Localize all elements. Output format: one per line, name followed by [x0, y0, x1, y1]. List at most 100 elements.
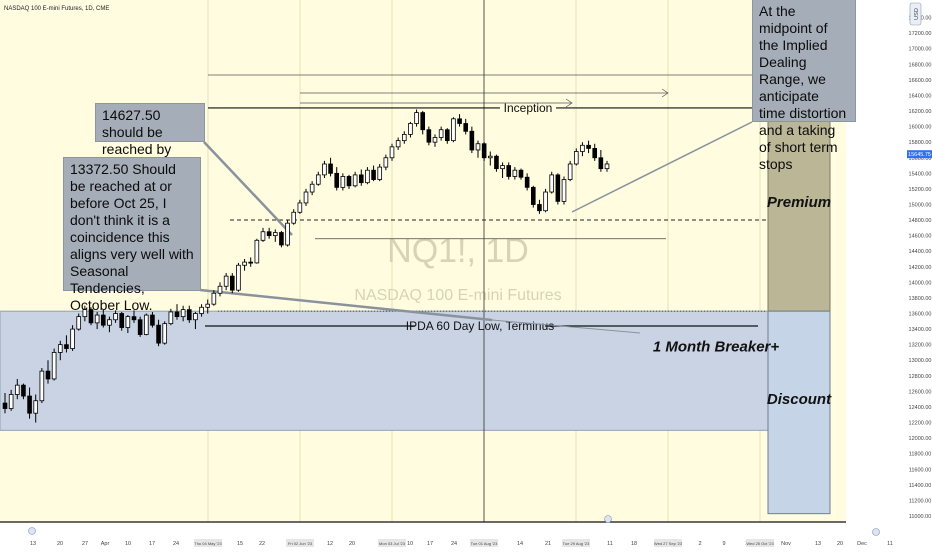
candle-body — [432, 137, 438, 143]
callout-midpoint-note: At the midpoint of the Implied Dealing R… — [752, 0, 856, 172]
candle-body — [76, 316, 82, 330]
price-axis-background — [846, 0, 932, 550]
candle-body — [315, 174, 321, 185]
watermark-symbol: NQ1!, 1D — [387, 232, 529, 270]
candle-body — [598, 157, 604, 170]
y-tick-label: 13400.00 — [909, 327, 932, 333]
candle-body — [94, 314, 100, 324]
y-tick-label: 17000.00 — [909, 47, 932, 53]
x-tick-label: 11 — [607, 541, 613, 547]
candle-body — [322, 163, 327, 176]
x-tick-highlight — [654, 539, 682, 547]
x-tick-label: 13 — [30, 541, 36, 547]
y-tick-label: 16000.00 — [909, 125, 932, 131]
y-tick-label: 12800.00 — [909, 374, 932, 380]
candle-body — [328, 163, 333, 174]
event-marker-icon — [604, 515, 612, 523]
x-tick-label: Fri 02 Jun '23 — [288, 541, 313, 546]
callout-sept27-target: 14627.50 should be reached by Sept 27 — [95, 103, 205, 174]
candle-body — [180, 309, 186, 318]
x-tick-label: Mon 03 Jul '23 — [379, 541, 406, 546]
y-tick-label: 16200.00 — [909, 109, 932, 115]
candle-body — [309, 183, 315, 193]
discount-zone — [767, 310, 831, 515]
candle-body — [186, 309, 192, 321]
y-tick-label: 12200.00 — [909, 421, 932, 427]
candle-body — [365, 169, 370, 184]
y-tick-label: 13000.00 — [909, 358, 932, 364]
candle-body — [88, 309, 94, 324]
x-tick-label: Thu 04 May '23 — [194, 541, 222, 546]
candle-body — [33, 400, 39, 414]
event-marker-icon — [28, 527, 36, 535]
watermark-name: NASDAQ 100 E-mini Futures — [354, 287, 561, 304]
candle-body — [426, 129, 432, 143]
breaker-zone — [0, 310, 769, 431]
candle-body — [291, 211, 297, 224]
candle-body — [592, 148, 598, 159]
candle-body — [469, 130, 475, 151]
candle-body — [586, 144, 591, 149]
candle-body — [383, 157, 389, 168]
candle-body — [27, 395, 32, 414]
candle-body — [555, 174, 561, 202]
candle-body — [285, 222, 290, 246]
x-tick-highlight — [470, 539, 498, 547]
x-tick-label: 20 — [349, 541, 355, 547]
y-tick-label: 14600.00 — [909, 234, 932, 240]
candle-body — [303, 191, 309, 204]
candle-body — [45, 370, 51, 380]
y-tick-label: 11800.00 — [909, 452, 932, 458]
x-tick-label: 2 — [698, 541, 701, 547]
y-tick-label: 13600.00 — [909, 312, 932, 318]
candle-body — [512, 169, 518, 177]
discount-label: Discount — [767, 391, 832, 408]
current-price-label: 15645.75 — [908, 152, 931, 158]
y-tick-label: 17200.00 — [909, 31, 932, 37]
candle-body — [39, 370, 45, 402]
x-tick-label: 13 — [815, 541, 821, 547]
x-tick-label: 12 — [327, 541, 333, 547]
x-tick-label: Nov — [781, 541, 791, 547]
candle-body — [389, 146, 395, 159]
x-tick-label: Tue 29 Aug '23 — [563, 541, 590, 546]
x-tick-label: Tue 01 Aug '23 — [471, 541, 498, 546]
callout-pointer-sept27 — [203, 141, 293, 236]
y-tick-label: 11000.00 — [909, 514, 932, 520]
premium-label: Premium — [767, 194, 831, 211]
y-tick-label: 16400.00 — [909, 93, 932, 99]
candle-body — [530, 186, 536, 205]
chart-title: NASDAQ 100 E-mini Futures, 1D, CME — [4, 6, 109, 12]
candle-body — [444, 129, 450, 142]
x-tick-label: 20 — [57, 541, 63, 547]
candle-body — [395, 140, 401, 148]
candle-body — [57, 344, 63, 353]
candle-body — [346, 176, 352, 187]
x-tick-label: 17 — [427, 541, 433, 547]
x-tick-label: 18 — [631, 541, 637, 547]
x-tick-highlight — [746, 539, 774, 547]
callout-oct25-target: 13372.50 Should be reached at or before … — [63, 157, 201, 313]
y-tick-label: 12000.00 — [909, 436, 932, 442]
y-tick-label: 11400.00 — [909, 483, 932, 489]
candle-body — [137, 319, 143, 335]
candle-body — [229, 275, 235, 291]
y-tick-label: 12600.00 — [909, 389, 932, 395]
x-tick-label: 20 — [837, 541, 843, 547]
candle-body — [279, 232, 284, 246]
candle-body — [162, 323, 168, 344]
y-tick-label: 15400.00 — [909, 171, 932, 177]
y-tick-label: 16600.00 — [909, 78, 932, 84]
x-tick-label: Wed 27 Sep '23 — [654, 541, 683, 546]
y-tick-label: 14200.00 — [909, 265, 932, 271]
candle-body — [236, 264, 241, 291]
candle-body — [371, 169, 376, 180]
candle-body — [481, 143, 487, 159]
candle-body — [377, 166, 383, 180]
candle-body — [199, 306, 204, 314]
x-tick-highlight — [194, 539, 222, 547]
candle-body — [420, 112, 426, 131]
candle-body — [119, 313, 125, 328]
y-tick-label: 13800.00 — [909, 296, 932, 302]
